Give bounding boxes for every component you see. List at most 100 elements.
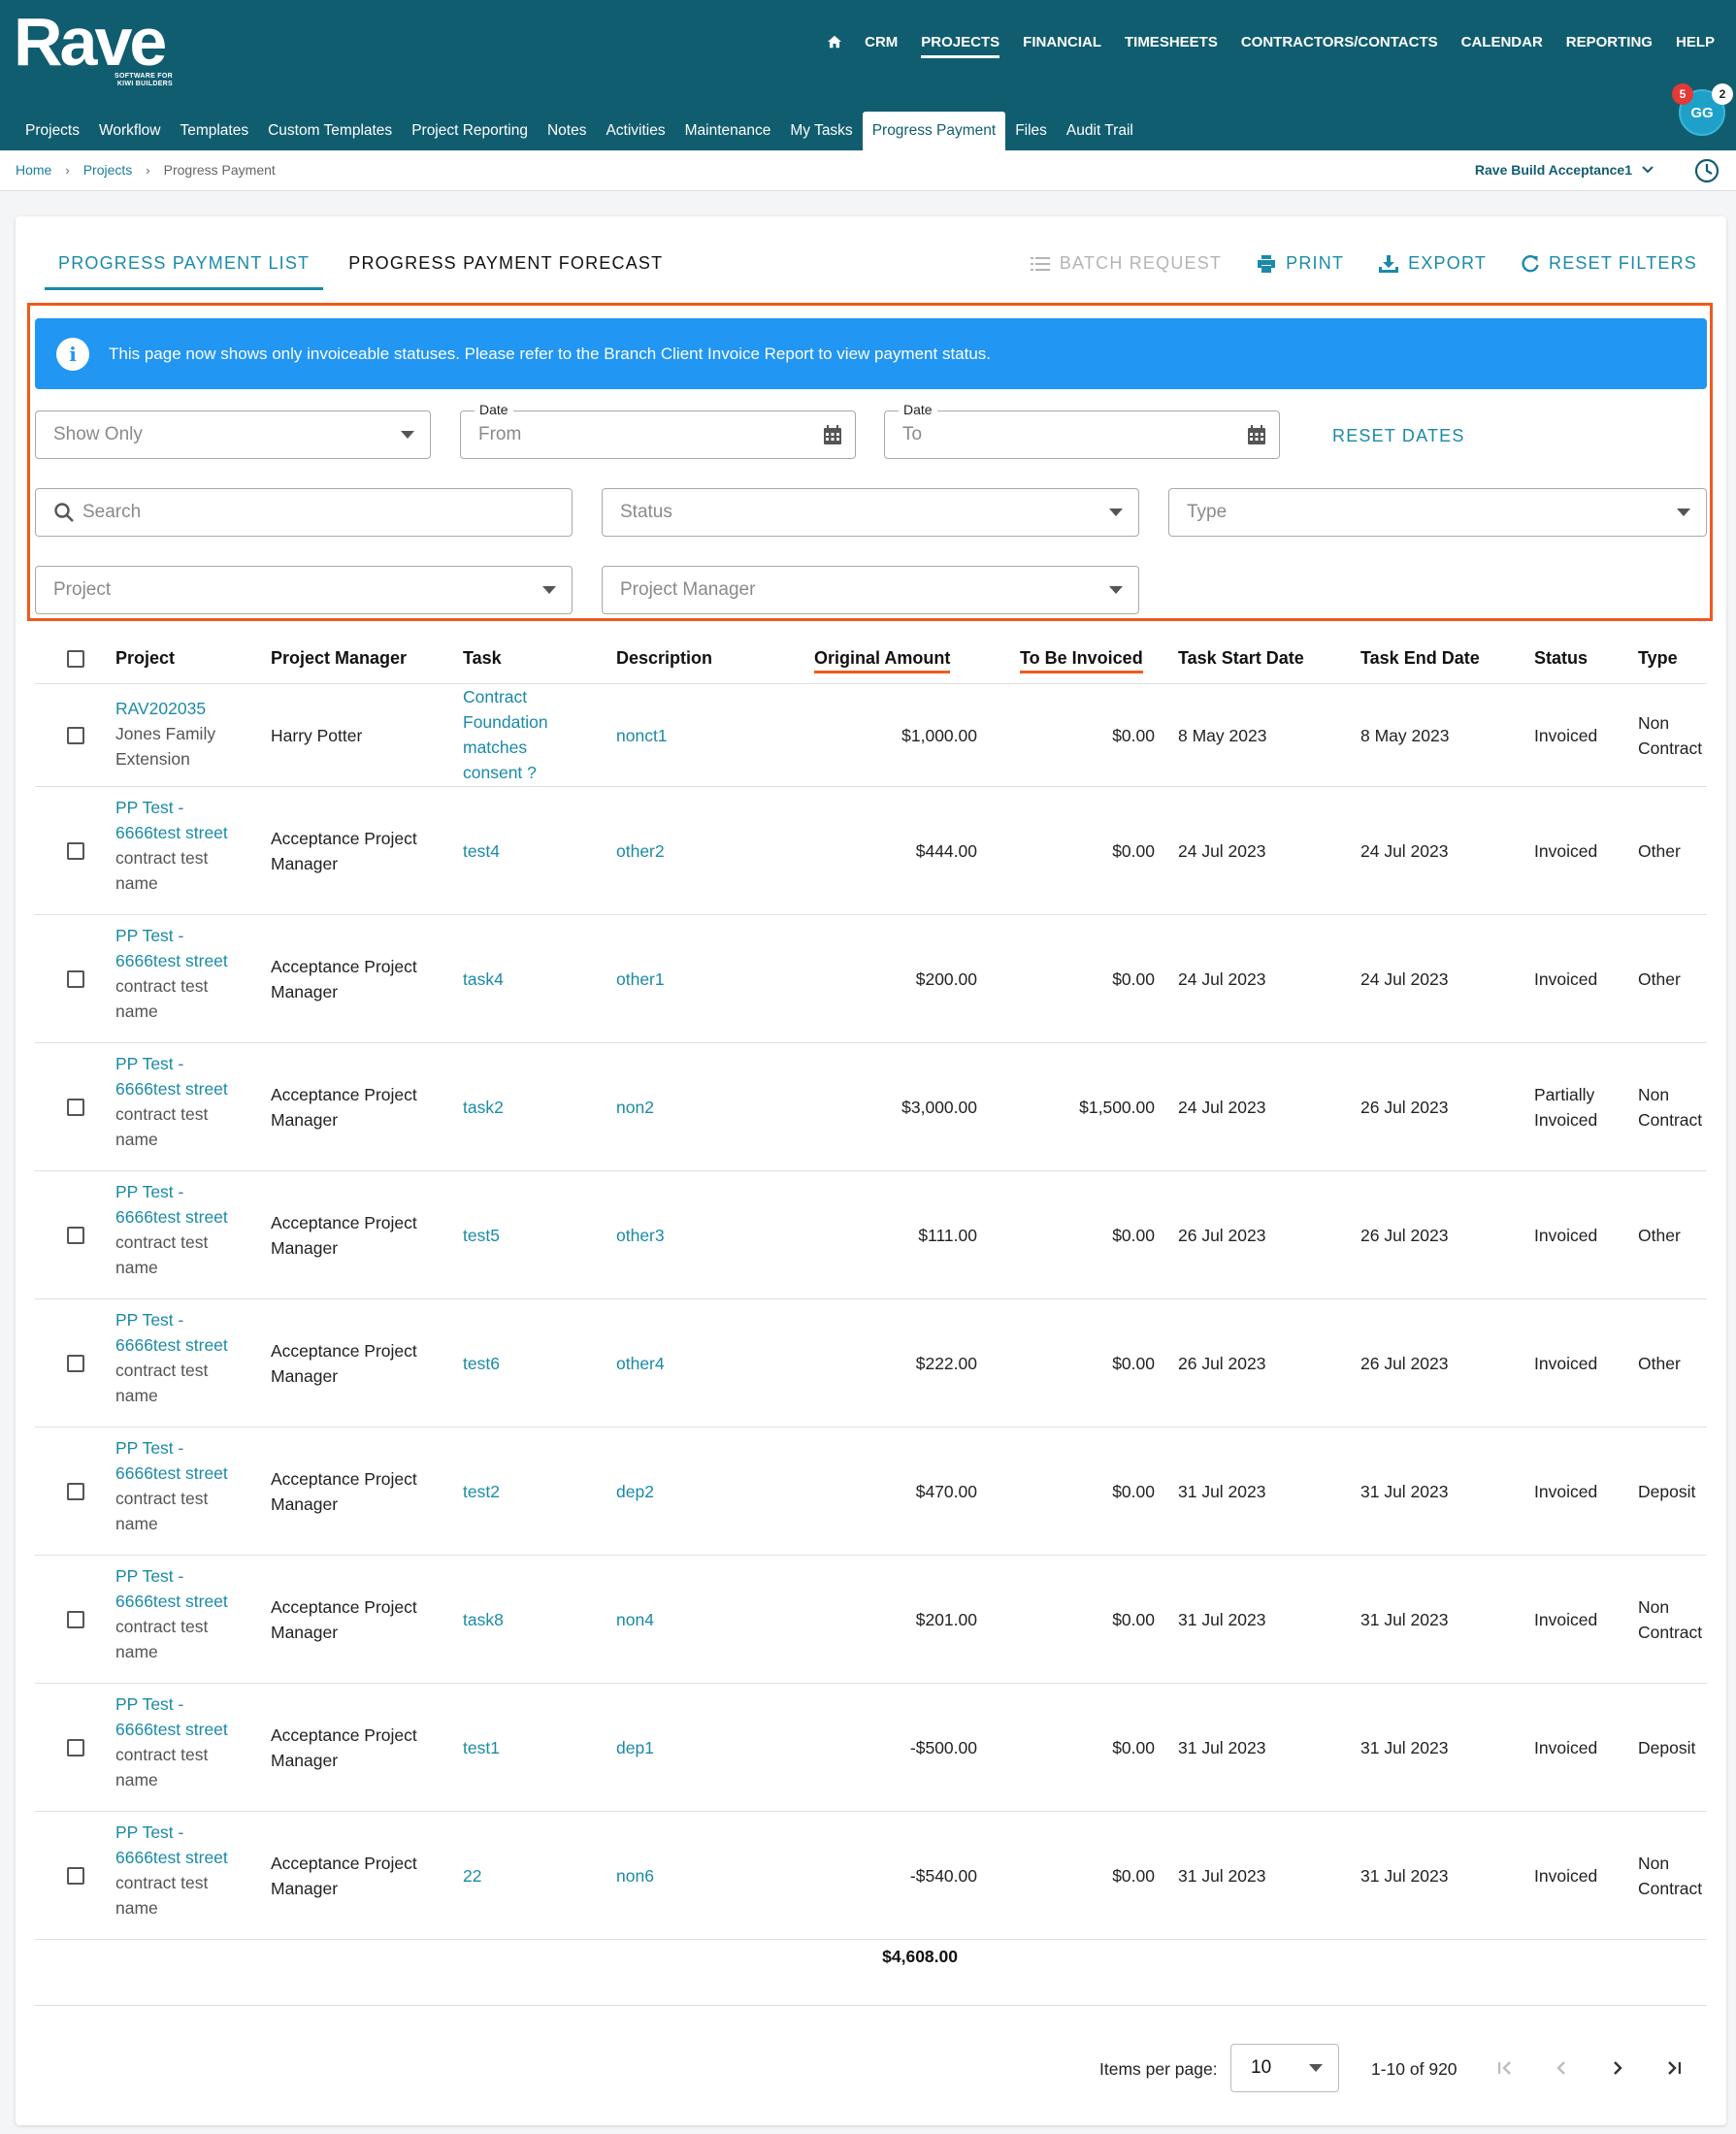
row-checkbox[interactable] [67,727,84,744]
branch-selector[interactable]: Rave Build Acceptance1 [1475,162,1654,178]
project-select[interactable]: Project [35,566,573,614]
search-input[interactable]: Search [35,488,573,537]
export-button[interactable]: EXPORT [1379,253,1487,274]
task-link[interactable]: Contract Foundation matches consent ? [463,687,548,782]
description-link[interactable]: other1 [616,969,665,989]
notification-badge[interactable]: 5 [1672,83,1693,105]
tab-progress-payment-list[interactable]: PROGRESS PAYMENT LIST [45,253,324,290]
description-link[interactable]: non6 [616,1866,654,1886]
task-link[interactable]: test5 [463,1226,500,1245]
project-link[interactable]: PP Test - 6666test street [115,1310,228,1355]
sub-nav-my-tasks[interactable]: My Tasks [790,122,853,139]
project-link[interactable]: PP Test - 6666test street [115,1054,228,1099]
show-only-select[interactable]: Show Only [35,410,431,459]
row-checkbox[interactable] [67,1483,84,1500]
previous-page-icon[interactable] [1550,2056,1573,2080]
row-checkbox[interactable] [67,970,84,988]
project-manager-select[interactable]: Project Manager [602,566,1139,614]
batch-request-button[interactable]: BATCH REQUEST [1030,253,1222,274]
sub-nav-notes[interactable]: Notes [546,122,587,139]
project-link[interactable]: PP Test - 6666test street [115,926,228,970]
sub-nav-activities[interactable]: Activities [606,122,666,139]
calendar-icon[interactable] [1248,425,1265,444]
select-all-checkbox[interactable] [67,650,84,668]
row-checkbox[interactable] [67,1099,84,1116]
rave-logo[interactable]: Rave SOFTWARE FOR KIWI BUILDERS [14,8,173,87]
top-nav-projects[interactable]: PROJECTS [909,26,1011,58]
breadcrumb-home[interactable]: Home [16,162,52,178]
sub-nav-files[interactable]: Files [1015,122,1047,139]
top-nav-reporting[interactable]: REPORTING [1565,33,1653,50]
sub-nav-project-reporting[interactable]: Project Reporting [411,122,528,139]
row-checkbox[interactable] [67,1867,84,1885]
description-link[interactable]: nonct1 [616,726,668,745]
description-link[interactable]: dep1 [616,1738,654,1757]
print-button[interactable]: PRINT [1257,253,1344,274]
description-link[interactable]: non2 [616,1098,654,1117]
col-task-start-date[interactable]: Task Start Date [1178,648,1304,668]
task-link[interactable]: task8 [463,1610,504,1629]
sub-nav-workflow[interactable]: Workflow [99,122,161,139]
project-link[interactable]: PP Test - 6666test street [115,798,228,842]
description-link[interactable]: other4 [616,1354,665,1373]
project-link[interactable]: PP Test - 6666test street [115,1566,228,1611]
next-page-icon[interactable] [1606,2056,1629,2080]
col-task[interactable]: Task [463,648,502,668]
sub-nav-projects[interactable]: Projects [25,122,80,139]
first-page-icon[interactable] [1493,2056,1517,2080]
description-link[interactable]: non4 [616,1610,654,1629]
task-link[interactable]: test2 [463,1482,500,1501]
reset-filters-button[interactable]: RESET FILTERS [1522,253,1697,274]
col-task-end-date[interactable]: Task End Date [1360,648,1480,668]
reset-dates-button[interactable]: RESET DATES [1332,426,1465,445]
col-status[interactable]: Status [1534,648,1589,668]
description-link[interactable]: dep2 [616,1482,654,1501]
tab-progress-payment-forecast[interactable]: PROGRESS PAYMENT FORECAST [348,253,664,273]
home-icon[interactable] [816,25,853,58]
project-link[interactable]: PP Test - 6666test street [115,1438,228,1483]
project-link[interactable]: PP Test - 6666test street [115,1822,228,1867]
col-to-be-invoiced[interactable]: To Be Invoiced [1020,648,1143,673]
project-link[interactable]: PP Test - 6666test street [115,1182,228,1227]
top-nav-help[interactable]: HELP [1675,33,1715,50]
row-checkbox[interactable] [67,1355,84,1372]
task-link[interactable]: test4 [463,841,500,861]
items-per-page-select[interactable]: 10 [1230,2044,1339,2092]
project-link[interactable]: RAV202035 [115,699,207,718]
history-clock-icon[interactable] [1693,157,1720,184]
sub-nav-audit-trail[interactable]: Audit Trail [1065,122,1133,139]
task-link[interactable]: task2 [463,1098,504,1117]
last-page-icon[interactable] [1662,2056,1686,2080]
top-nav-contractors[interactable]: CONTRACTORS/CONTACTS [1240,33,1438,50]
description-link[interactable]: other2 [616,841,665,861]
task-link[interactable]: task4 [463,969,504,989]
status-select[interactable]: Status [602,488,1139,537]
row-checkbox[interactable] [67,1227,84,1244]
col-type[interactable]: Type [1638,648,1678,668]
message-badge[interactable]: 2 [1712,83,1733,105]
col-project[interactable]: Project [115,648,176,668]
project-link[interactable]: PP Test - 6666test street [115,1694,228,1739]
col-project-manager[interactable]: Project Manager [271,648,408,668]
sub-nav-templates[interactable]: Templates [180,122,249,139]
col-description[interactable]: Description [616,648,713,668]
top-nav-crm[interactable]: CRM [865,33,899,50]
row-checkbox[interactable] [67,1739,84,1756]
top-nav-financial[interactable]: FINANCIAL [1023,33,1101,50]
date-from-field[interactable]: Date From [460,402,856,459]
sub-nav-maintenance[interactable]: Maintenance [684,122,771,139]
type-select[interactable]: Type [1168,488,1707,537]
col-original-amount[interactable]: Original Amount [814,648,951,673]
task-link[interactable]: 22 [463,1866,482,1886]
calendar-icon[interactable] [824,425,841,444]
top-nav-timesheets[interactable]: TIMESHEETS [1124,33,1218,50]
top-nav-calendar[interactable]: CALENDAR [1460,33,1543,50]
description-link[interactable]: other3 [616,1226,665,1245]
sub-nav-custom-templates[interactable]: Custom Templates [268,122,393,139]
row-checkbox[interactable] [67,842,84,860]
task-link[interactable]: test6 [463,1354,500,1373]
date-to-field[interactable]: Date To [884,402,1280,459]
task-link[interactable]: test1 [463,1738,500,1757]
row-checkbox[interactable] [67,1611,84,1628]
sub-nav-progress-payment[interactable]: Progress Payment [862,112,1006,150]
